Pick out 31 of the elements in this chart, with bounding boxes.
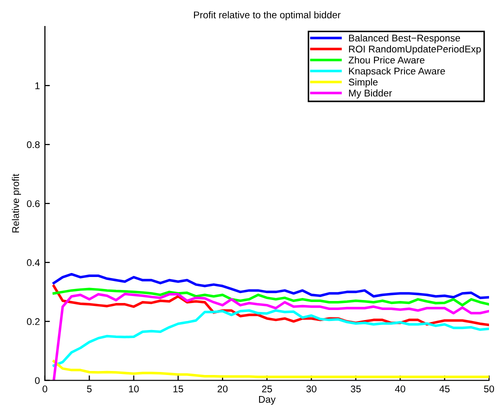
legend-label: Zhou Price Aware bbox=[348, 56, 424, 64]
line-series bbox=[52, 288, 490, 306]
y-tick-label: 0 bbox=[35, 377, 40, 384]
x-tick-label: 35 bbox=[350, 385, 361, 392]
x-tick-label: 20 bbox=[218, 385, 228, 392]
x-tick-label: 50 bbox=[484, 385, 494, 392]
legend-label: ROI RandomUpdatePeriodExp bbox=[349, 45, 481, 54]
legend-label: Balanced Best−Response bbox=[349, 34, 460, 44]
y-tick-label: 0.8 bbox=[26, 141, 40, 148]
x-tick-label: 5 bbox=[87, 386, 92, 392]
y-tick-label: 0.4 bbox=[26, 259, 40, 266]
x-tick-label: 15 bbox=[173, 386, 184, 392]
line-series bbox=[52, 360, 490, 378]
y-tick-label: 1 bbox=[35, 82, 40, 90]
x-tick-label: 0 bbox=[42, 385, 48, 392]
legend-label: Knapsack Price Aware bbox=[349, 67, 445, 76]
x-tick-label: 30 bbox=[306, 385, 316, 392]
y-axis-title: Relative profit bbox=[12, 174, 21, 232]
x-axis-title: Day bbox=[259, 396, 276, 405]
y-tick-label: 0.2 bbox=[26, 318, 40, 326]
x-tick-label: 25 bbox=[262, 385, 272, 392]
legend-label: My Bidder bbox=[349, 89, 392, 98]
x-tick-label: 10 bbox=[129, 385, 139, 392]
line-series bbox=[52, 309, 490, 367]
x-tick-label: 40 bbox=[395, 385, 406, 392]
chart-title: Profit relative to the optimal bidder bbox=[194, 11, 341, 20]
line-series bbox=[52, 292, 490, 380]
x-tick-label: 45 bbox=[439, 386, 450, 392]
y-tick-label: 0.6 bbox=[26, 200, 40, 208]
legend-label: Simple bbox=[348, 78, 378, 88]
line-series bbox=[52, 272, 490, 300]
